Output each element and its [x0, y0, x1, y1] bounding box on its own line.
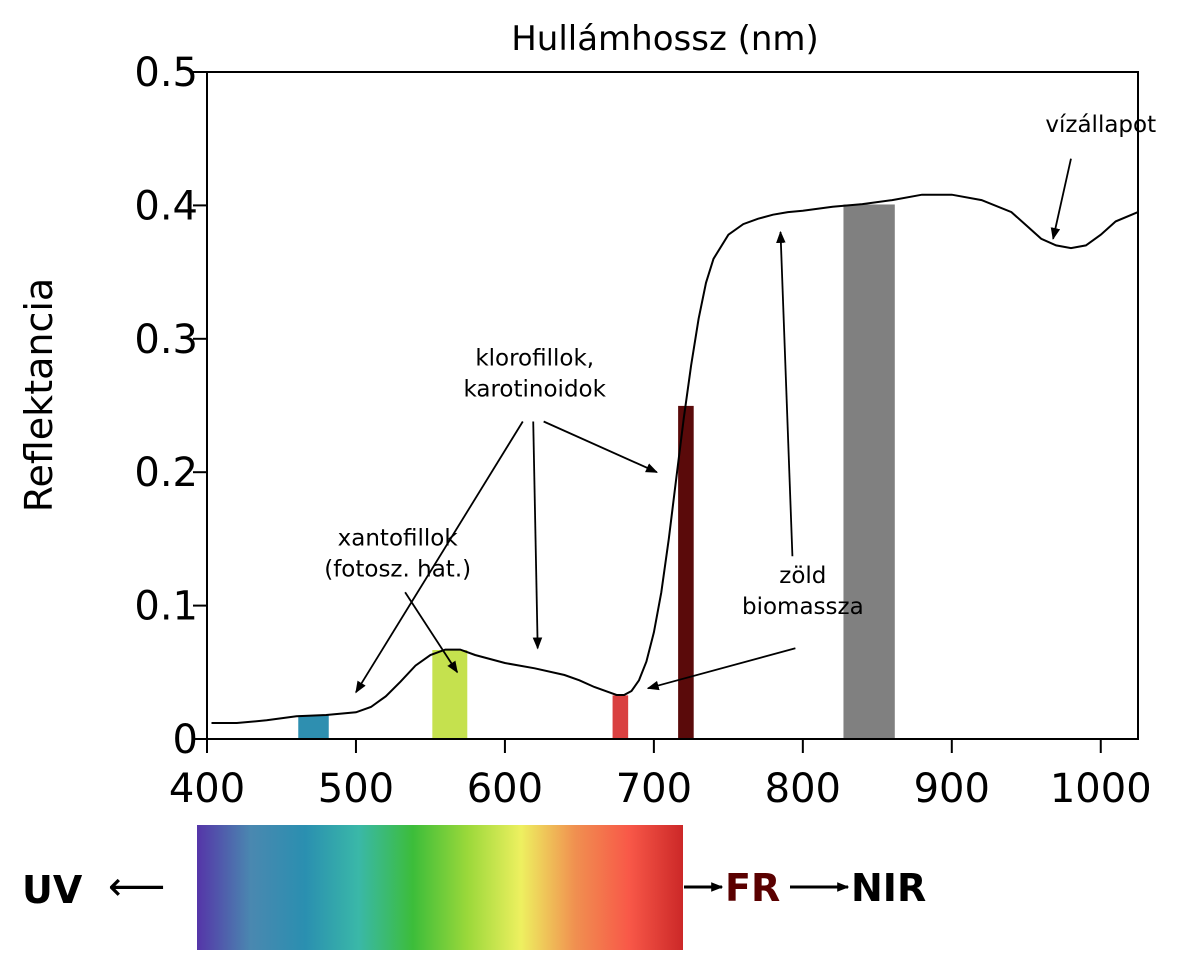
- uv-label: UV: [22, 868, 83, 912]
- annotation-arrow: [532, 421, 543, 650]
- band-3: [677, 405, 695, 740]
- annotation-text: xantofillok: [338, 526, 459, 552]
- band-group: [297, 203, 896, 740]
- annotation-arrow: [355, 421, 524, 694]
- x-tick-label: 400: [169, 766, 245, 812]
- annotation-text: biomassza: [742, 594, 864, 620]
- y-axis-label: Reflektancia: [17, 278, 61, 512]
- annotation-group: vízállapot klorofillok, karotinoidok xantof…: [324, 112, 1156, 694]
- x-tick-label: 800: [765, 766, 841, 812]
- annotation-text: (fotosz. hat.): [324, 557, 471, 583]
- x-tick-label: 1000: [1050, 766, 1152, 812]
- x-tick-label: 500: [318, 766, 394, 812]
- x-tick-label: 700: [616, 766, 692, 812]
- plot-frame: [206, 71, 1139, 740]
- tick-group: 400 500 600 700 800 900 1000 0 0.1 0.2 0.3 0.4 0.5: [134, 50, 1151, 812]
- chart-title: Hullámhossz (nm): [511, 19, 819, 59]
- band-4: [842, 203, 896, 740]
- y-tick-label: 0.5: [134, 50, 198, 96]
- annotation-text: karotinoidok: [463, 376, 606, 402]
- x-tick-label: 900: [914, 766, 990, 812]
- reflectance-curve: [211, 193, 1139, 724]
- y-tick-label: 0.4: [134, 183, 198, 229]
- nir-label: NIR: [851, 866, 926, 910]
- y-tick-label: 0.1: [134, 584, 198, 630]
- annotation-text: vízállapot: [1045, 112, 1156, 138]
- y-tick-label: 0.3: [134, 317, 198, 363]
- uv-arrow: ⟵: [108, 864, 165, 910]
- band-1: [431, 649, 469, 740]
- y-tick-label: 0.2: [134, 450, 198, 496]
- annotation-arrow: [1050, 158, 1072, 240]
- fr-label: FR: [725, 866, 780, 910]
- annotation-arrow: [404, 591, 459, 674]
- y-tick-label: 0: [173, 717, 198, 763]
- annotation-arrow: [776, 230, 794, 557]
- annotation-arrow: [543, 420, 658, 474]
- annotation-arrow: [646, 647, 796, 691]
- band-2: [611, 694, 629, 740]
- annotation-text: zöld: [779, 563, 826, 589]
- annotation-text: klorofillok,: [475, 345, 594, 371]
- x-tick-label: 600: [467, 766, 543, 812]
- spectrum-bar: [197, 825, 683, 950]
- band-0: [297, 714, 330, 740]
